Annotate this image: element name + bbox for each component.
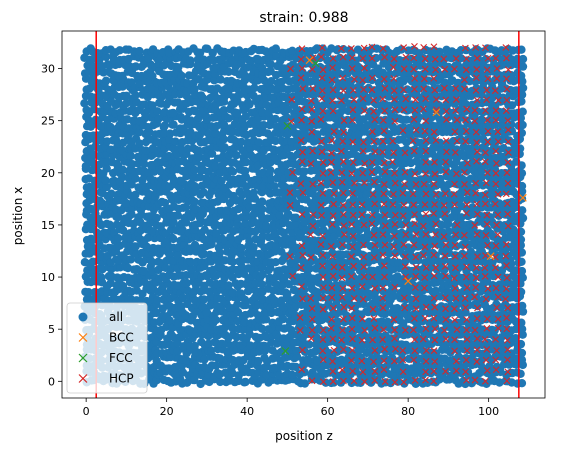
point-all (347, 77, 355, 85)
point-all (220, 135, 228, 143)
point-all (102, 176, 110, 184)
point-all (241, 296, 249, 304)
point-all (519, 55, 527, 63)
point-all (325, 168, 333, 176)
point-all (135, 47, 143, 55)
point-all (517, 228, 525, 236)
point-all (224, 281, 232, 289)
point-all (519, 214, 527, 222)
point-all (186, 56, 194, 64)
point-all (199, 94, 207, 102)
point-all (292, 214, 300, 222)
point-all (325, 349, 333, 357)
point-all (249, 243, 257, 251)
point-all (258, 197, 266, 205)
point-all (517, 340, 525, 348)
point-all (169, 235, 177, 243)
point-all (266, 166, 274, 174)
point-all (191, 198, 199, 206)
point-all (516, 370, 524, 378)
point-all (301, 379, 309, 387)
point-all (102, 77, 110, 85)
point-all (338, 242, 346, 250)
point-all (114, 234, 122, 242)
chart-title: strain: 0.988 (259, 10, 348, 26)
point-all (237, 244, 245, 252)
point-all (288, 371, 296, 379)
point-all (516, 144, 524, 152)
point-all (190, 182, 198, 190)
point-all (519, 108, 527, 116)
point-all (519, 62, 527, 70)
point-all (249, 189, 257, 197)
point-all (97, 273, 105, 281)
point-all (258, 205, 266, 213)
point-all (148, 72, 156, 80)
point-all (216, 249, 224, 257)
point-all (177, 72, 185, 80)
point-all (229, 168, 237, 176)
point-all (241, 167, 249, 175)
point-all (393, 272, 401, 280)
point-all (241, 378, 249, 386)
point-all (517, 235, 525, 243)
point-all (461, 86, 469, 94)
